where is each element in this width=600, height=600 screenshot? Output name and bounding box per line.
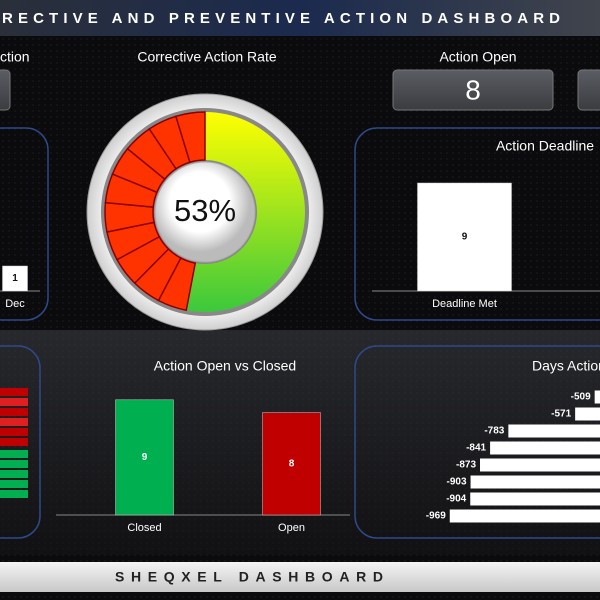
card-box: [0, 69, 11, 111]
data-label: -903: [447, 477, 467, 488]
data-label: -509: [571, 392, 591, 403]
panel: [0, 345, 41, 539]
card-label: ction: [0, 49, 30, 65]
bar: [2, 265, 28, 292]
chart-title: Action Open vs Closed: [154, 358, 296, 374]
chart-title: Days Action is Due or: [532, 358, 600, 374]
bar: [262, 412, 321, 516]
data-label: 9: [462, 232, 468, 243]
chart-title: Action Deadline: [496, 138, 594, 154]
data-label: 8: [289, 458, 295, 469]
bar: [480, 458, 600, 472]
data-label: -783: [484, 426, 504, 437]
header-bar: [0, 0, 600, 36]
data-label: 9: [142, 452, 148, 463]
panel: [354, 345, 600, 539]
cropped-bars: [0, 388, 28, 498]
x-tick-label: Deadline Met: [432, 298, 497, 310]
card-box: [577, 69, 600, 111]
bar: [508, 424, 600, 438]
data-label: -969: [426, 511, 446, 522]
bar: [470, 492, 600, 506]
panel: [0, 127, 49, 321]
gauge-value-arc: [186, 112, 305, 312]
bar: [449, 509, 600, 523]
card-label: Action Open: [439, 49, 516, 65]
card-value: 8: [465, 74, 481, 105]
bar: [470, 475, 600, 489]
gauge: 53%: [86, 93, 324, 331]
x-tick-label: Dec: [5, 298, 25, 310]
bar: [115, 399, 174, 516]
footer-bar: [0, 562, 600, 592]
bar: [490, 441, 600, 455]
data-label: 1: [12, 273, 18, 284]
gauge-rest-segment: [174, 111, 206, 164]
data-label: -904: [446, 494, 466, 505]
data-label: -841: [466, 443, 486, 454]
card-box: [392, 69, 554, 111]
data-label: -571: [551, 409, 571, 420]
chart-title: Corrective Action Rate: [137, 49, 276, 65]
x-tick-label: Open: [278, 522, 305, 534]
bar: [417, 182, 512, 292]
panel: [354, 127, 600, 321]
data-label: -873: [456, 460, 476, 471]
gauge-hub: [154, 161, 256, 263]
x-tick-label: Closed: [127, 522, 161, 534]
bar: [594, 390, 600, 404]
bar: [575, 407, 600, 421]
gauge-value-label: 53%: [174, 193, 236, 228]
